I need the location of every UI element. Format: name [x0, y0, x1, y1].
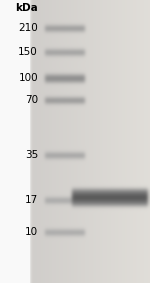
- Text: kDa: kDa: [15, 3, 38, 13]
- Text: 100: 100: [18, 73, 38, 83]
- Text: 35: 35: [25, 150, 38, 160]
- Text: 210: 210: [18, 23, 38, 33]
- Text: 10: 10: [25, 227, 38, 237]
- Text: 150: 150: [18, 47, 38, 57]
- Text: 17: 17: [25, 195, 38, 205]
- Text: 70: 70: [25, 95, 38, 105]
